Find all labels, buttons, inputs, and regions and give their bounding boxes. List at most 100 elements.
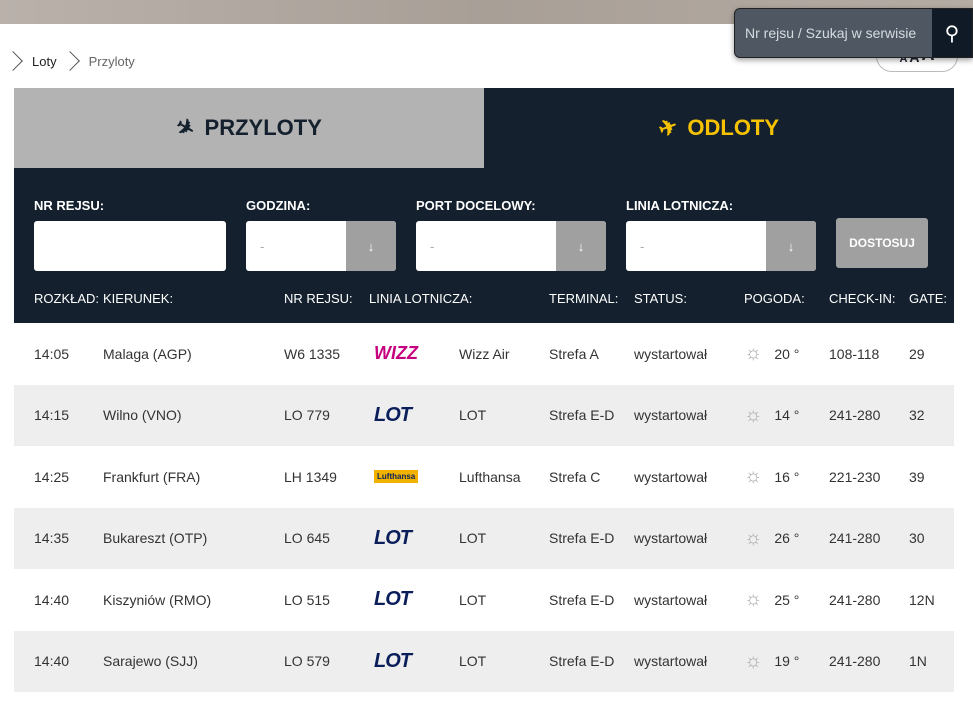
airline: LOT [459,407,487,424]
time-select[interactable]: - ↓ [246,221,396,271]
time: 14:25 [34,468,70,485]
gate: 1N [909,653,927,670]
table-row[interactable]: 14:15 Wilno (VNO) LO 779 LOT Strefa E-D wysta… [14,384,954,446]
chevron-right-icon [67,50,79,72]
check-in: 221-230 [829,468,881,485]
tab-departures[interactable]: ✈ ODLOTY [484,88,954,168]
breadcrumb-loty[interactable]: Loty [32,53,57,69]
search-button[interactable]: ⚲ [932,9,972,57]
time: 14:40 [34,591,70,608]
arrow-down-icon[interactable]: ↓ [556,221,606,271]
table-row[interactable]: 14:35 Bukareszt (OTP) LO 645 LOT Strefa E-D w… [14,507,954,570]
flights-panel: ✈ PRZYLOTY ✈ ODLOTY NR REJSU: GODZINA: - ↓ P… [14,88,954,692]
weather: ☼ 16 ° [744,446,799,508]
tab-label: ODLOTY [687,115,780,140]
label: PORT DOCELOWY: [416,198,536,213]
gate: 39 [909,468,925,485]
terminal: Strefa A [549,345,599,362]
gate: 30 [909,530,925,547]
temperature: 25 ° [774,591,800,608]
col-header: CHECK-IN: [829,291,896,306]
table-row[interactable]: 14:25 Frankfurt (FRA) LH 1349 Lufthansa Stre… [14,446,954,508]
col-header: GATE: [909,291,948,306]
col-header: TERMINAL: [549,291,619,306]
breadcrumb: Loty Przyloty [10,50,135,72]
check-in: 108-118 [829,345,880,362]
table-row[interactable]: 14:05 Malaga (AGP) W6 1335 Wizz Air Strefa A… [14,323,954,385]
lot-logo: LOT [374,526,412,549]
label: GODZINA: [246,198,311,213]
tab-arrivals[interactable]: ✈ PRZYLOTY [14,88,484,168]
col-header: POGODA: [744,291,805,306]
search-icon: ⚲ [944,22,960,45]
sun-icon: ☼ [744,588,763,611]
col-header: LINIA LOTNICZA: [369,291,473,306]
table-row[interactable]: 14:40 Kiszyniów (RMO) LO 515 LOT Strefa E-D w… [14,569,954,631]
lufthansa-logo: Lufthansa [374,446,419,508]
check-in: 241-280 [829,653,881,670]
status: wystartował [634,345,708,362]
flight-number: LH 1349 [284,468,337,485]
gate: 29 [909,345,925,362]
value: - [430,238,435,254]
apply-button[interactable]: DOSTOSUJ [836,218,928,268]
wizz-logo: WIZZ [374,343,418,364]
weather: ☼ 26 ° [744,508,799,570]
temperature: 26 ° [774,530,800,547]
time: 14:35 [34,530,70,547]
status: wystartował [634,530,708,547]
sun-icon: ☼ [744,342,763,365]
flights-table: 14:05 Malaga (AGP) W6 1335 Wizz Air Strefa A… [14,323,954,692]
temperature: 19 ° [774,653,800,670]
tab-label: PRZYLOTY [204,115,322,140]
value: - [260,238,265,254]
status: wystartował [634,591,708,608]
flight-number: LO 579 [284,653,330,670]
plane-takeoff-icon: ✈ [655,112,681,143]
arrow-down-icon[interactable]: ↓ [766,221,816,271]
airline: LOT [459,530,487,547]
terminal: Strefa E-D [549,530,615,547]
flight-number: W6 1335 [284,345,341,362]
terminal: Strefa E-D [549,591,615,608]
temperature: 16 ° [774,468,800,485]
destination: Frankfurt (FRA) [103,468,201,485]
label: NR REJSU: [34,198,105,213]
temperature: 20 ° [774,345,800,362]
gate: 32 [909,407,925,424]
destination: Sarajewo (SJJ) [103,653,198,670]
arrow-down-icon[interactable]: ↓ [346,221,396,271]
destination: Malaga (AGP) [103,345,192,362]
filters: NR REJSU: GODZINA: - ↓ PORT DOCELOWY: - ↓ LI… [14,168,954,323]
terminal: Strefa C [549,468,601,485]
time: 14:15 [34,407,70,424]
lot-logo: LOT [374,649,412,672]
airline-select[interactable]: - ↓ [626,221,816,271]
status: wystartował [634,653,708,670]
flight-number-input[interactable] [34,221,226,271]
sun-icon: ☼ [744,403,763,426]
table-row[interactable]: 14:40 Sarajewo (SJJ) LO 579 LOT Strefa E-D wy… [14,630,954,693]
check-in: 241-280 [829,530,881,547]
port-select[interactable]: - ↓ [416,221,606,271]
weather: ☼ 20 ° [744,323,799,385]
search-input[interactable] [735,9,932,57]
lot-logo: LOT [374,588,412,611]
flight-number: LO 779 [284,407,330,424]
terminal: Strefa E-D [549,653,615,670]
sun-icon: ☼ [744,649,763,672]
airline: LOT [459,591,487,608]
flight-number: LO 515 [284,591,330,608]
airline: Wizz Air [459,345,510,362]
font-small[interactable]: A [899,53,908,65]
sun-icon: ☼ [744,465,763,488]
time: 14:40 [34,653,70,670]
value: - [640,238,645,254]
time: 14:05 [34,345,70,362]
col-header: ROZKŁAD: [34,291,100,306]
terminal: Strefa E-D [549,407,615,424]
weather: ☼ 19 ° [744,631,799,693]
destination: Bukareszt (OTP) [103,530,208,547]
search-box: ⚲ [734,8,973,58]
label: LINIA LOTNICZA: [626,198,734,213]
